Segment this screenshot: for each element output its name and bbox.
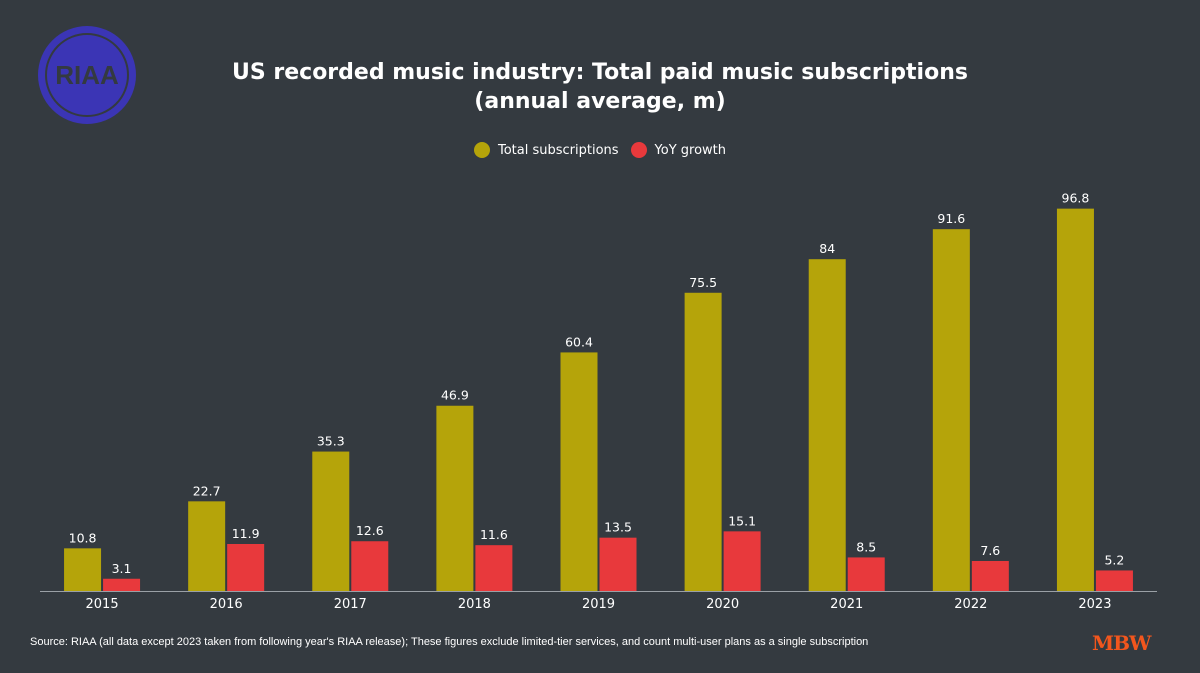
data-label-total-2019: 60.4 bbox=[565, 334, 593, 349]
data-label-growth-2021: 8.5 bbox=[856, 539, 876, 554]
data-label-total-2018: 46.9 bbox=[441, 388, 469, 403]
legend-dot-growth bbox=[630, 142, 647, 158]
data-label-growth-2018: 11.6 bbox=[480, 527, 508, 542]
bar-growth-2015[interactable] bbox=[103, 578, 141, 591]
x-tick-label-2016: 2016 bbox=[210, 597, 243, 612]
x-tick-label-2015: 2015 bbox=[86, 597, 119, 612]
bar-growth-2022[interactable] bbox=[971, 560, 1009, 591]
bar-total-2017[interactable] bbox=[312, 451, 350, 591]
bar-growth-2020[interactable] bbox=[723, 531, 761, 591]
data-label-total-2021: 84 bbox=[819, 241, 835, 256]
x-tick-label-2018: 2018 bbox=[458, 597, 491, 612]
data-label-total-2023: 96.8 bbox=[1062, 191, 1090, 206]
data-label-growth-2022: 7.6 bbox=[980, 543, 1000, 558]
bar-growth-2017[interactable] bbox=[351, 541, 389, 591]
data-label-total-2022: 91.6 bbox=[937, 211, 965, 226]
riaa-logo: RIAA bbox=[38, 26, 136, 124]
x-tick-label-2021: 2021 bbox=[830, 597, 863, 612]
bar-total-2022[interactable] bbox=[932, 229, 970, 591]
bar-total-2023[interactable] bbox=[1056, 208, 1094, 591]
data-label-total-2016: 22.7 bbox=[193, 483, 221, 498]
bar-total-2020[interactable] bbox=[684, 292, 722, 591]
bar-growth-2018[interactable] bbox=[475, 545, 513, 591]
bar-total-2016[interactable] bbox=[188, 501, 226, 591]
logo-inner-ring bbox=[45, 33, 129, 117]
bar-growth-2023[interactable] bbox=[1095, 570, 1133, 591]
legend: Total subscriptions YoY growth bbox=[0, 142, 1200, 158]
data-label-total-2017: 35.3 bbox=[317, 434, 345, 449]
brand-logo: MBW bbox=[1092, 631, 1152, 655]
data-label-growth-2016: 11.9 bbox=[232, 526, 260, 541]
data-label-total-2020: 75.5 bbox=[689, 275, 717, 290]
data-label-total-2015: 10.8 bbox=[69, 530, 97, 545]
bar-total-2018[interactable] bbox=[436, 405, 474, 591]
legend-item-total[interactable]: Total subscriptions bbox=[473, 142, 619, 158]
logo-text: RIAA bbox=[55, 60, 119, 90]
data-label-growth-2020: 15.1 bbox=[728, 513, 756, 528]
data-label-growth-2017: 12.6 bbox=[356, 523, 384, 538]
bar-total-2015[interactable] bbox=[64, 548, 102, 591]
bar-growth-2016[interactable] bbox=[227, 543, 265, 591]
x-tick-label-2022: 2022 bbox=[954, 597, 987, 612]
x-tick-label-2017: 2017 bbox=[334, 597, 367, 612]
chart-title-line1: US recorded music industry: Total paid m… bbox=[232, 60, 968, 85]
x-tick-label-2019: 2019 bbox=[582, 597, 615, 612]
x-tick-label-2023: 2023 bbox=[1078, 597, 1111, 612]
bar-growth-2019[interactable] bbox=[599, 537, 637, 591]
bar-growth-2021[interactable] bbox=[847, 557, 885, 591]
source-note: Source: RIAA (all data except 2023 taken… bbox=[30, 636, 869, 648]
legend-item-growth[interactable]: YoY growth bbox=[630, 142, 727, 158]
data-label-growth-2019: 13.5 bbox=[604, 520, 632, 535]
bar-total-2019[interactable] bbox=[560, 352, 598, 591]
data-label-growth-2015: 3.1 bbox=[112, 561, 132, 576]
chart-title-line2: (annual average, m) bbox=[474, 89, 726, 114]
bar-total-2021[interactable] bbox=[808, 259, 846, 591]
chart-title: US recorded music industry: Total paid m… bbox=[150, 58, 1050, 116]
legend-label-growth: YoY growth bbox=[654, 142, 727, 158]
data-label-growth-2023: 5.2 bbox=[1104, 552, 1124, 567]
logo-outer-circle bbox=[38, 26, 136, 124]
x-tick-label-2020: 2020 bbox=[706, 597, 739, 612]
legend-label-total: Total subscriptions bbox=[497, 142, 619, 158]
legend-dot-total bbox=[473, 142, 490, 158]
